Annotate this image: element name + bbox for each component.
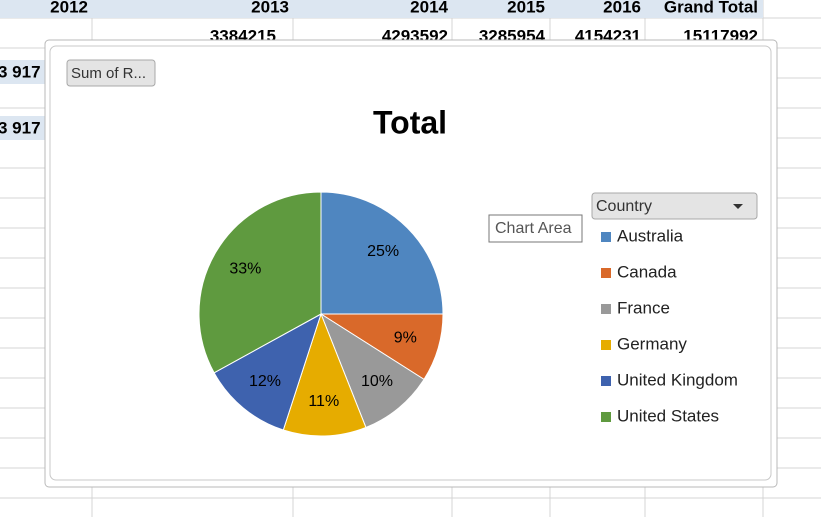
field-button[interactable] bbox=[66, 59, 156, 87]
legend-label: United Kingdom bbox=[617, 370, 738, 389]
column-header: 2014 bbox=[410, 0, 448, 16]
column-header: 2015 bbox=[507, 0, 545, 16]
pie-slice bbox=[282, 312, 367, 437]
cell: 3 917 bbox=[0, 62, 41, 81]
data-label: 10% bbox=[361, 373, 393, 390]
legend-swatch bbox=[601, 304, 611, 314]
legend-field-button[interactable] bbox=[591, 192, 758, 220]
pie: 25% 9% 10% 11% 12% 33% bbox=[198, 191, 444, 437]
column-header: 2016 bbox=[603, 0, 641, 16]
legend-swatch bbox=[601, 340, 611, 350]
pie-slice bbox=[320, 191, 444, 315]
column-header: Grand Total bbox=[664, 0, 758, 16]
legend-label: France bbox=[617, 298, 670, 317]
legend-title[interactable]: Country bbox=[596, 198, 652, 215]
data-label: 11% bbox=[308, 393, 339, 410]
legend: Australia Canada France Germany United Kingd… bbox=[601, 226, 738, 425]
header-row bbox=[0, 0, 763, 18]
legend-label: United States bbox=[617, 406, 719, 425]
legend-swatch bbox=[601, 412, 611, 422]
legend-label: Canada bbox=[617, 262, 677, 281]
chart-title: Total bbox=[373, 104, 447, 140]
legend-swatch bbox=[601, 376, 611, 386]
column-header: 2012 bbox=[50, 0, 88, 16]
row-highlight bbox=[0, 60, 45, 84]
legend-label: Germany bbox=[617, 334, 687, 353]
field-button-label[interactable]: Sum of R... bbox=[71, 65, 146, 82]
data-label: 9% bbox=[394, 330, 417, 347]
legend-swatch bbox=[601, 232, 611, 242]
row-highlight bbox=[0, 116, 45, 140]
data-label: 12% bbox=[249, 373, 281, 390]
cell: 3 917 bbox=[0, 118, 41, 137]
column-header: 2013 bbox=[251, 0, 289, 16]
legend-swatch bbox=[601, 268, 611, 278]
pie-slice bbox=[319, 312, 425, 429]
legend-label: Australia bbox=[617, 226, 684, 245]
data-label: 25% bbox=[367, 243, 399, 260]
pie-slice bbox=[198, 191, 322, 374]
tooltip-text: Chart Area bbox=[495, 220, 572, 237]
tooltip bbox=[488, 214, 583, 243]
dropdown-arrow[interactable] bbox=[733, 204, 743, 209]
pie-slice bbox=[213, 312, 322, 431]
data-label: 33% bbox=[229, 261, 261, 278]
